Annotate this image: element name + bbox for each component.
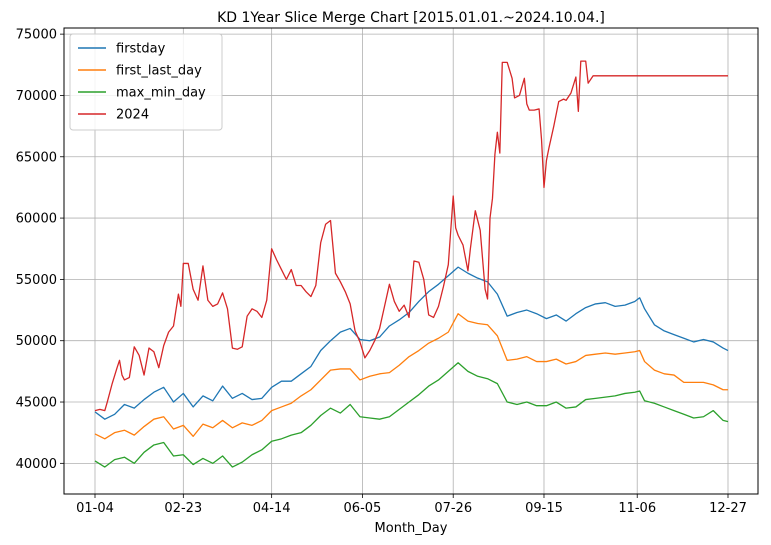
chart-title: KD 1Year Slice Merge Chart [2015.01.01.~…	[217, 10, 605, 26]
series-line-first-last-day	[94, 313, 728, 440]
series-line-2024	[94, 60, 728, 412]
series-lines	[94, 60, 729, 468]
y-tick-label: 70000	[16, 89, 57, 104]
legend-label: firstday	[116, 42, 166, 57]
legend-label: first_last_day	[116, 64, 202, 79]
series-line-firstday	[94, 266, 729, 420]
legend: firstday first_last_day max_min_day 2024	[69, 33, 223, 131]
y-tick-label: 55000	[16, 273, 57, 288]
x-tick-label: 12-27	[709, 501, 747, 516]
axes: 40000 45000 50000 55000 60000 65000 70000 75000…	[16, 28, 747, 516]
y-tick-label: 65000	[16, 150, 57, 165]
legend-label: 2024	[116, 108, 149, 123]
y-tick-label: 50000	[16, 334, 57, 349]
x-tick-label: 01-04	[76, 501, 114, 516]
x-axis-label: Month_Day	[375, 521, 448, 536]
legend-box	[69, 33, 223, 131]
y-tick-label: 40000	[16, 457, 57, 472]
series-line-max-min-day	[94, 362, 729, 468]
x-tick-label: 11-06	[618, 501, 656, 516]
y-tick-label: 45000	[16, 396, 57, 411]
x-tick-label: 04-14	[253, 501, 291, 516]
legend-label: max_min_day	[116, 86, 206, 101]
x-tick-label: 09-15	[525, 501, 563, 516]
x-tick-label: 02-23	[164, 501, 202, 516]
grid	[64, 28, 758, 494]
x-tick-label: 07-26	[434, 501, 472, 516]
plot-frame	[63, 27, 759, 495]
x-tick-label: 06-05	[344, 501, 382, 516]
y-tick-label: 60000	[16, 212, 57, 227]
y-tick-label: 75000	[16, 28, 57, 43]
